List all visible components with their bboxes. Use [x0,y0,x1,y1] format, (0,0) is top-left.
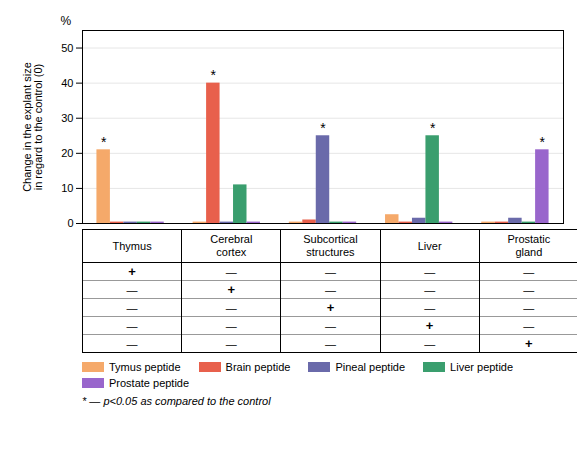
html-text:Tymus peptide: Tymus peptide [109,361,181,373]
svg-text:20: 20 [61,147,73,159]
html-text:Cerebral cortex: Cerebral cortex [210,233,253,258]
svg-text:Change in the explant sizein r: Change in the explant sizein regard to t… [21,62,44,192]
html-text:Prostatic gland: Prostatic gland [507,233,551,258]
svg-text:30: 30 [61,112,73,124]
svg-text:10: 10 [61,182,73,194]
html-text:Thymus: Thymus [112,239,152,252]
html-text:Liver: Liver [417,239,442,252]
svg-text:*: * [540,134,546,150]
html-text:Pineal peptide: Pineal peptide [335,361,406,373]
svg-text:*: * [430,120,436,136]
html-text:* — p<0.05 as compared to the: * — p<0.05 as compared to the control [82,395,271,407]
svg-text:50: 50 [61,42,73,54]
html-text:Subcortical structures: Subcortical structures [303,233,358,258]
svg-text:*: * [211,67,217,83]
html-text:Brain peptide: Brain peptide [225,361,291,373]
html-text:Prostate peptide: Prostate peptide [109,377,190,389]
svg-text:*: * [320,120,326,136]
svg-text:0: 0 [67,217,73,229]
svg-text:*: * [101,134,107,150]
svg-text:%: % [61,14,72,28]
svg-text:40: 40 [61,77,73,89]
html-text:Liver peptide: Liver peptide [450,361,514,373]
